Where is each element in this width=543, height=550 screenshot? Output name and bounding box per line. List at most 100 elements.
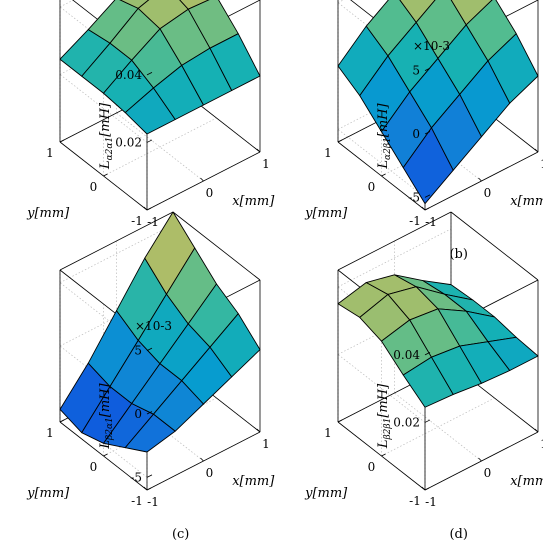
y-tick-label: 1	[324, 146, 332, 160]
gridline	[337, 129, 426, 198]
gridline	[59, 74, 148, 143]
z-tick-label: 0.04	[393, 348, 420, 362]
z-tick	[424, 67, 431, 72]
gridline	[394, 392, 482, 462]
z-exponent-label: ×10-3	[413, 39, 450, 53]
x-tick	[478, 457, 482, 462]
x-tick	[256, 428, 261, 433]
surface-cell	[487, 336, 539, 371]
z-axis-label: Lβ2β1[mH]	[376, 383, 393, 449]
y-tick-label: -1	[131, 494, 143, 508]
y-tick-label: -1	[409, 494, 421, 508]
x-tick	[143, 486, 148, 491]
z-tick	[424, 352, 431, 356]
z-tick	[424, 419, 431, 423]
z-tick	[424, 194, 431, 198]
panel-caption: (d)	[449, 527, 467, 542]
z-tick	[146, 72, 153, 76]
z-tick-label: 0	[134, 407, 142, 421]
x-tick	[421, 486, 426, 491]
y-axis-label: y[mm]	[304, 486, 348, 501]
x-tick	[200, 457, 204, 462]
z-tick	[424, 131, 431, 135]
x-tick	[200, 177, 204, 182]
z-tick-label: 0.02	[393, 415, 420, 429]
axis-box-edge	[172, 211, 261, 281]
z-tick-label: -5	[130, 470, 142, 484]
x-axis-label: x[mm]	[510, 474, 543, 489]
x-tick-label: 1	[540, 157, 543, 171]
z-tick	[146, 139, 153, 143]
y-tick	[337, 139, 343, 143]
axis-box-edge	[337, 211, 452, 271]
z-axis-label: Lα2α1[mH]	[98, 102, 115, 170]
y-axis-label: y[mm]	[26, 486, 70, 501]
z-exponent-label: ×10-3	[135, 319, 172, 333]
y-tick	[59, 139, 65, 143]
y-tick	[337, 419, 343, 423]
y-tick	[59, 419, 65, 423]
x-tick-label: 0	[206, 186, 214, 200]
y-tick-label: 1	[324, 426, 332, 440]
gridline	[103, 117, 217, 177]
y-tick	[146, 487, 152, 491]
z-tick	[146, 347, 153, 352]
x-tick	[534, 428, 539, 433]
x-tick	[143, 206, 148, 211]
x-tick	[478, 177, 482, 182]
axis-box-edge	[450, 211, 539, 281]
z-tick	[146, 411, 153, 415]
y-tick-label: 0	[90, 460, 98, 474]
gridline	[59, 224, 174, 283]
z-tick-label: 0.04	[115, 68, 142, 82]
panel-caption: (b)	[449, 247, 467, 262]
z-axis-label: Lα2β1[mH]	[376, 102, 393, 169]
y-tick	[381, 173, 386, 177]
gridline	[337, 354, 426, 423]
y-tick-label: 1	[46, 146, 54, 160]
surface-cell	[209, 33, 261, 91]
y-tick	[146, 207, 152, 211]
x-tick-label: 1	[540, 437, 543, 451]
x-tick-label: 0	[484, 186, 492, 200]
z-tick-label: -5	[408, 190, 420, 204]
x-tick-label: -1	[425, 495, 437, 509]
y-tick-label: 0	[368, 460, 376, 474]
y-tick	[424, 207, 430, 211]
y-tick	[424, 487, 430, 491]
z-axis-label: Lβ2α1[mH]	[98, 382, 115, 449]
surface-cell	[119, 0, 150, 9]
y-tick	[103, 173, 108, 177]
x-tick-label: -1	[147, 495, 159, 509]
gridline	[381, 397, 495, 457]
y-tick-label: 0	[368, 180, 376, 194]
y-tick-label: -1	[131, 214, 143, 228]
surface-cell	[487, 33, 539, 104]
y-axis-label: y[mm]	[26, 206, 70, 221]
y-axis-label: y[mm]	[304, 206, 348, 221]
x-axis-label: x[mm]	[232, 474, 275, 489]
y-tick-label: 1	[46, 426, 54, 440]
gridline	[337, 228, 452, 288]
x-tick	[534, 148, 539, 153]
x-tick-label: 1	[262, 437, 270, 451]
surface-plot-c: -5 0 5 -1 0 1 -1 0 1 x[mm] y[mm] Lβ2α1[mH] ×10-3 (c)	[26, 211, 275, 542]
y-tick	[103, 453, 108, 457]
z-tick-label: 0	[412, 127, 420, 141]
z-tick-label: 5	[134, 344, 142, 358]
y-tick-label: -1	[409, 214, 421, 228]
z-tick	[146, 474, 153, 478]
surface-plot-d: 0.02 0.04 -1 0 1 -1 0 1 x[mm] y[mm] Lβ2β1[mH] (d)	[304, 211, 543, 542]
gridline	[116, 112, 204, 182]
axis-box-edge	[59, 211, 174, 271]
x-axis-label: x[mm]	[510, 194, 543, 209]
z-tick-label: 5	[412, 64, 420, 78]
x-tick-label: 0	[206, 466, 214, 480]
panel-caption: (c)	[172, 527, 189, 542]
x-axis-label: x[mm]	[232, 194, 275, 209]
y-tick-label: 0	[90, 180, 98, 194]
x-tick	[421, 206, 426, 211]
